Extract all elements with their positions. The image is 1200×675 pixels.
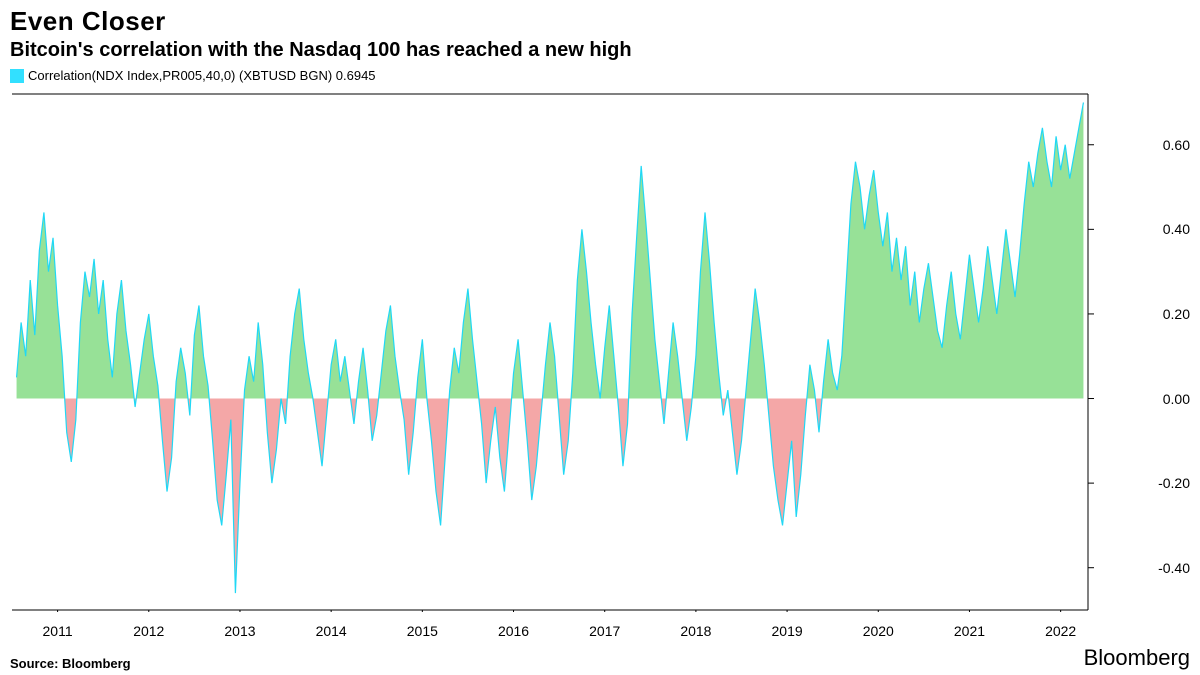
y-tick-label: 0.00 — [1146, 391, 1190, 407]
source-text: Source: Bloomberg — [10, 656, 131, 671]
x-tick-label: 2019 — [772, 623, 803, 639]
brand-logo: Bloomberg — [1084, 645, 1190, 671]
x-tick-label: 2013 — [224, 623, 255, 639]
y-tick-label: 0.60 — [1146, 137, 1190, 153]
x-tick-label: 2012 — [133, 623, 164, 639]
legend-label: Correlation(NDX Index,PR005,40,0) (XBTUS… — [28, 68, 376, 83]
y-tick-label: -0.40 — [1146, 560, 1190, 576]
x-tick-label: 2016 — [498, 623, 529, 639]
x-tick-label: 2014 — [316, 623, 347, 639]
x-tick-label: 2020 — [863, 623, 894, 639]
x-tick-label: 2018 — [680, 623, 711, 639]
y-tick-label: 0.40 — [1146, 221, 1190, 237]
x-axis-labels: 2011 2012 2013 2014 2015 2016 2017 2018 2019 2020… — [10, 623, 1140, 641]
x-tick-label: 2021 — [954, 623, 985, 639]
y-axis-labels: -0.40 -0.20 0.00 0.20 0.40 0.60 — [10, 92, 1190, 621]
legend-swatch — [10, 69, 24, 83]
y-tick-label: 0.20 — [1146, 306, 1190, 322]
legend: Correlation(NDX Index,PR005,40,0) (XBTUS… — [0, 64, 1200, 83]
y-tick-label: -0.20 — [1146, 475, 1190, 491]
x-tick-label: 2017 — [589, 623, 620, 639]
x-tick-label: 2022 — [1045, 623, 1076, 639]
chart-title: Even Closer — [10, 6, 1190, 37]
x-tick-label: 2011 — [43, 623, 73, 639]
x-tick-label: 2015 — [407, 623, 438, 639]
chart-area: -0.40 -0.20 0.00 0.20 0.40 0.60 — [10, 92, 1190, 621]
chart-subtitle: Bitcoin's correlation with the Nasdaq 10… — [10, 39, 1190, 62]
